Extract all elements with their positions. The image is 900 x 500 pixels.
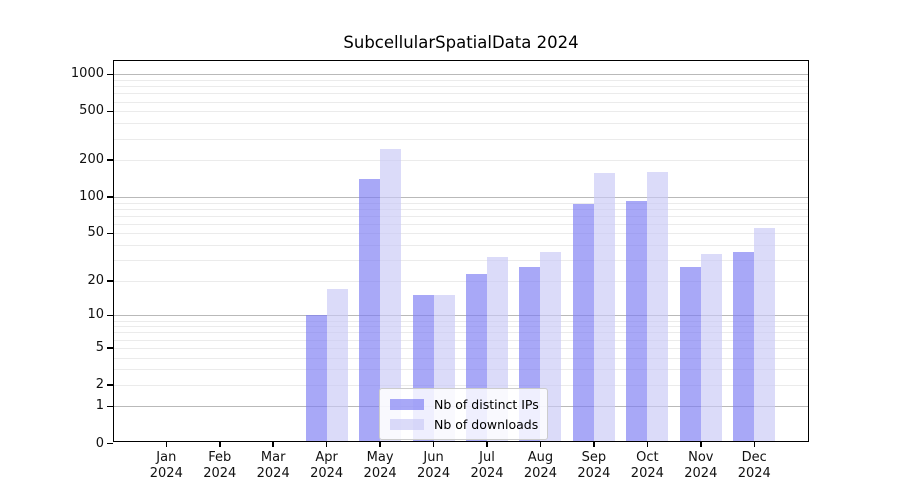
x-tick-mark bbox=[753, 442, 755, 447]
x-tick-mark bbox=[539, 442, 542, 447]
chart-title: SubcellularSpatialData 2024 bbox=[343, 33, 579, 52]
y-tick-mark bbox=[107, 405, 113, 408]
gridline-minor bbox=[113, 339, 809, 341]
y-tick-label: 2 bbox=[95, 376, 104, 392]
legend: Nb of distinct IPs Nb of downloads bbox=[379, 388, 548, 440]
legend-label-downloads: Nb of downloads bbox=[434, 416, 539, 432]
x-tick-label: Apr 2024 bbox=[310, 450, 344, 481]
y-tick-label: 0 bbox=[95, 435, 104, 451]
legend-item-distinct-ips: Nb of distinct IPs bbox=[380, 396, 547, 413]
gridline-minor bbox=[113, 86, 809, 88]
gridline-minor bbox=[113, 233, 809, 235]
gridline-minor bbox=[113, 245, 809, 247]
legend-swatch-distinct-ips-icon bbox=[390, 398, 424, 410]
gridline-minor bbox=[113, 80, 809, 82]
y-tick-label: 5 bbox=[95, 339, 104, 355]
bar-distinct-ips bbox=[359, 178, 381, 442]
x-tick-mark bbox=[379, 442, 381, 447]
gridline-minor bbox=[113, 369, 809, 371]
x-tick-label: Oct 2024 bbox=[630, 450, 664, 481]
bar-distinct-ips bbox=[626, 200, 648, 442]
y-tick-label: 20 bbox=[87, 272, 104, 288]
bar-downloads bbox=[647, 171, 669, 442]
gridline-minor bbox=[113, 260, 809, 262]
gridline-minor bbox=[113, 208, 809, 210]
x-tick-mark bbox=[646, 442, 649, 447]
gridline-minor bbox=[113, 332, 809, 334]
gridline-minor bbox=[113, 384, 809, 386]
x-tick-label: Sep 2024 bbox=[577, 450, 611, 481]
gridline-minor bbox=[113, 202, 809, 204]
y-tick-mark bbox=[107, 159, 113, 161]
y-tick-label: 1000 bbox=[70, 66, 104, 82]
x-tick-label: Nov 2024 bbox=[684, 450, 718, 481]
x-tick-label: May 2024 bbox=[363, 450, 397, 481]
y-tick-label: 100 bbox=[79, 188, 104, 204]
gridline-minor bbox=[113, 123, 809, 125]
bar-downloads bbox=[326, 289, 348, 442]
x-tick-mark bbox=[165, 442, 168, 447]
y-tick-mark bbox=[107, 232, 113, 235]
gridline-minor bbox=[113, 320, 809, 322]
bar-distinct-ips bbox=[679, 267, 701, 442]
gridline-major bbox=[113, 315, 809, 317]
gridline-major bbox=[113, 74, 809, 76]
y-tick-mark bbox=[107, 73, 113, 76]
bar-distinct-ips bbox=[572, 204, 594, 442]
x-tick-label: Mar 2024 bbox=[256, 450, 290, 481]
gridline-minor bbox=[113, 215, 809, 217]
y-tick-mark bbox=[107, 442, 113, 445]
y-tick-mark bbox=[107, 384, 113, 386]
gridline-minor bbox=[113, 280, 809, 282]
y-tick-mark bbox=[107, 196, 113, 198]
x-tick-label: Feb 2024 bbox=[203, 450, 237, 481]
x-tick-mark bbox=[486, 442, 488, 447]
gridline-minor bbox=[113, 111, 809, 113]
y-tick-mark bbox=[107, 314, 113, 317]
legend-label-distinct-ips: Nb of distinct IPs bbox=[434, 396, 539, 412]
x-tick-label: Jul 2024 bbox=[470, 450, 504, 481]
x-tick-label: Jun 2024 bbox=[417, 450, 451, 481]
gridline-minor bbox=[113, 138, 809, 140]
legend-item-downloads: Nb of downloads bbox=[380, 416, 547, 433]
gridline-minor bbox=[113, 93, 809, 95]
gridline-minor bbox=[113, 160, 809, 162]
gridline-minor bbox=[113, 357, 809, 359]
x-tick-mark bbox=[432, 442, 435, 447]
x-tick-mark bbox=[325, 442, 328, 447]
y-tick-mark bbox=[107, 110, 113, 113]
bar-downloads bbox=[754, 228, 776, 442]
y-tick-label: 50 bbox=[87, 225, 104, 241]
bar-distinct-ips bbox=[305, 315, 327, 442]
x-tick-mark bbox=[700, 442, 702, 447]
y-tick-mark bbox=[107, 280, 113, 282]
gridline-minor bbox=[113, 101, 809, 103]
y-tick-mark bbox=[107, 347, 113, 349]
legend-swatch-downloads-icon bbox=[390, 418, 424, 430]
gridline-minor bbox=[113, 326, 809, 328]
bar-downloads bbox=[593, 173, 615, 442]
gridline-major bbox=[113, 196, 809, 198]
bar-downloads bbox=[700, 253, 722, 442]
x-tick-label: Dec 2024 bbox=[737, 450, 771, 481]
plot-area: Nb of distinct IPs Nb of downloads bbox=[113, 60, 809, 442]
x-tick-label: Jan 2024 bbox=[149, 450, 183, 481]
x-tick-mark bbox=[272, 442, 274, 447]
bar-distinct-ips bbox=[733, 252, 755, 442]
gridline-minor bbox=[113, 347, 809, 349]
x-tick-mark bbox=[219, 442, 221, 447]
y-tick-label: 500 bbox=[79, 103, 104, 119]
x-tick-label: Aug 2024 bbox=[523, 450, 557, 481]
y-tick-label: 200 bbox=[79, 152, 104, 168]
gridline-minor bbox=[113, 223, 809, 225]
y-tick-label: 1 bbox=[95, 398, 104, 414]
y-tick-label: 10 bbox=[87, 307, 104, 323]
bar-downloads bbox=[380, 149, 402, 442]
x-tick-mark bbox=[593, 442, 595, 447]
